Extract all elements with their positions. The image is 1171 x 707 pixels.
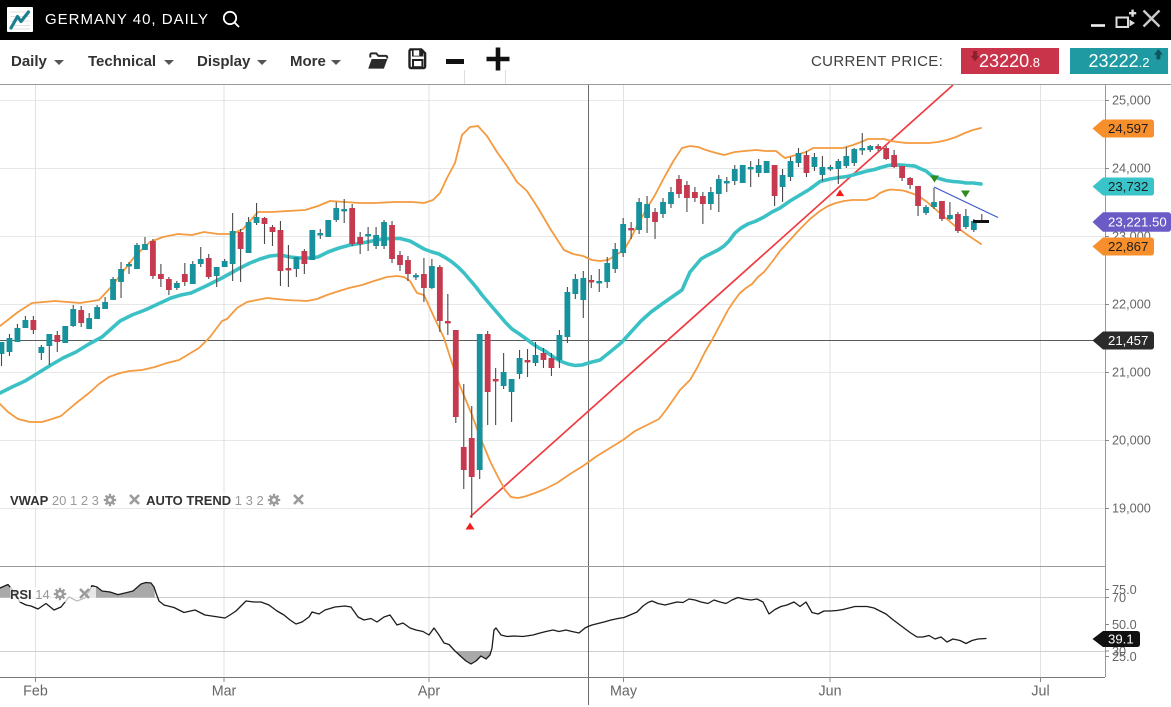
svg-text:25,000: 25,000 [1112, 94, 1151, 108]
svg-text:25.0: 25.0 [1112, 650, 1137, 664]
svg-text:Apr: Apr [418, 684, 440, 700]
svg-text:Feb: Feb [23, 684, 48, 700]
svg-text:75.0: 75.0 [1112, 583, 1137, 597]
svg-text:Jul: Jul [1031, 684, 1049, 700]
svg-text:21,457: 21,457 [1108, 333, 1148, 348]
svg-text:May: May [610, 684, 638, 700]
svg-text:70: 70 [1112, 591, 1126, 605]
svg-text:30: 30 [1112, 645, 1126, 659]
svg-text:24,000: 24,000 [1112, 162, 1151, 176]
svg-text:50.0: 50.0 [1112, 618, 1137, 632]
svg-text:23,732: 23,732 [1108, 179, 1148, 194]
svg-text:39.1: 39.1 [1108, 632, 1134, 647]
svg-text:22,000: 22,000 [1112, 298, 1151, 312]
svg-text:22,867: 22,867 [1108, 239, 1148, 254]
svg-text:23,221.50: 23,221.50 [1108, 215, 1167, 230]
svg-text:24,597: 24,597 [1108, 121, 1148, 136]
svg-text:Mar: Mar [212, 684, 237, 700]
svg-text:19,000: 19,000 [1112, 502, 1151, 516]
svg-text:21,000: 21,000 [1112, 366, 1151, 380]
svg-text:20,000: 20,000 [1112, 434, 1151, 448]
svg-text:Jun: Jun [818, 684, 841, 700]
